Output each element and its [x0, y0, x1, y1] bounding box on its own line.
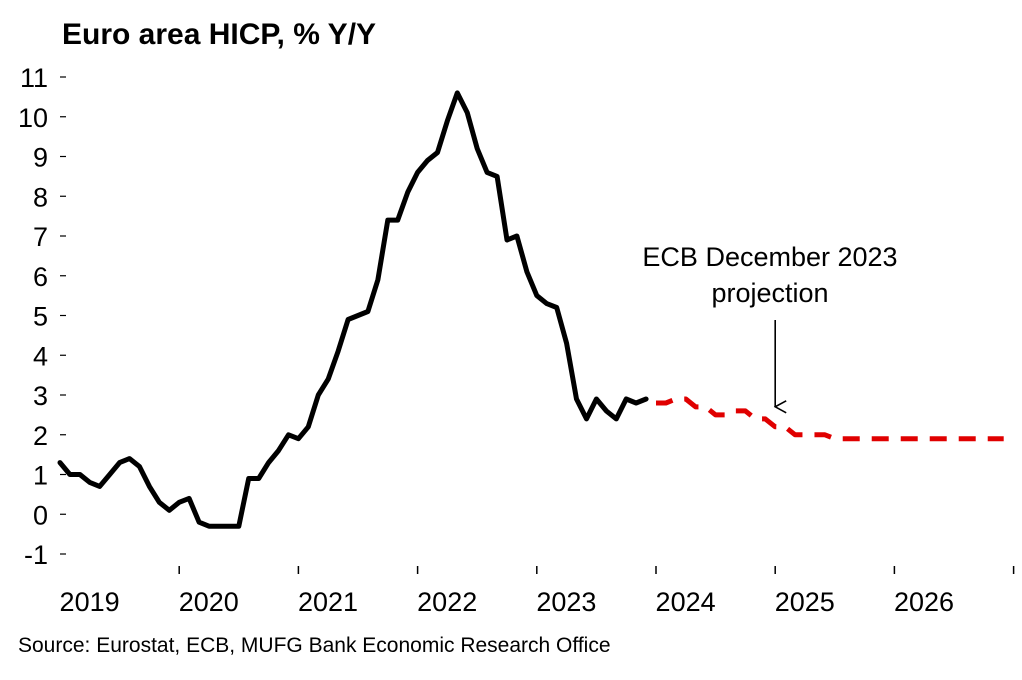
y-tick-label: 2: [33, 421, 48, 451]
y-tick-label: 5: [33, 302, 48, 332]
y-tick-label: 6: [33, 262, 48, 292]
y-tick-label: 11: [20, 63, 48, 93]
actual-line: [57, 90, 649, 529]
y-axis: -1 0 1 2 3 4 5 6 7 8 9 10 11: [18, 63, 66, 570]
y-tick-label: 8: [33, 182, 48, 212]
series-layer: [57, 90, 1004, 529]
projection-annotation: ECB December 2023 projection: [642, 242, 898, 407]
y-tick-label: 3: [33, 381, 48, 411]
y-tick-label: 9: [33, 143, 48, 173]
x-axis: 2019 2020 2021 2022 2023 2024 2025 2026: [60, 566, 1015, 617]
x-tick-label: 2021: [298, 587, 358, 617]
y-tick-label: -1: [24, 540, 48, 570]
y-tick-label: 0: [33, 500, 48, 530]
y-tick-label: 7: [33, 222, 48, 252]
x-tick-label: 2025: [775, 587, 835, 617]
x-tick-label: 2024: [656, 587, 716, 617]
source-note: Source: Eurostat, ECB, MUFG Bank Economi…: [18, 634, 611, 657]
projection-line: [656, 396, 1004, 442]
x-tick-label: 2026: [894, 587, 954, 617]
y-tick-label: 4: [33, 341, 48, 371]
x-tick-label: 2023: [536, 587, 596, 617]
annotation-line-1: ECB December 2023: [642, 242, 897, 272]
x-tick-label: 2019: [60, 587, 120, 617]
y-tick-label: 10: [18, 103, 48, 133]
y-tick-label: 1: [33, 461, 48, 491]
annotation-line-2: projection: [711, 278, 828, 308]
x-tick-label: 2022: [417, 587, 477, 617]
x-tick-label: 2020: [179, 587, 239, 617]
chart-title: Euro area HICP, % Y/Y: [62, 18, 376, 51]
